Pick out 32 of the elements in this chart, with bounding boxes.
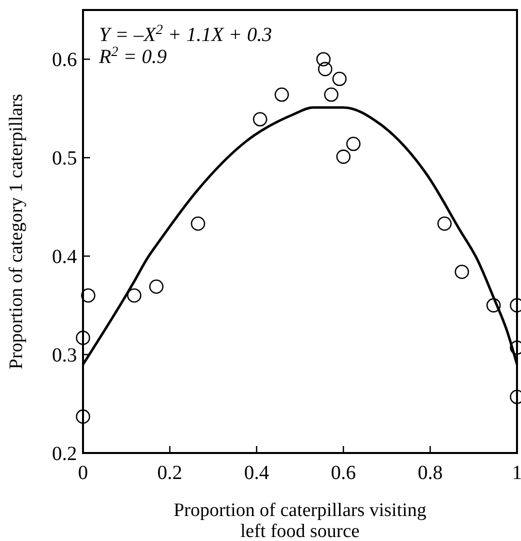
point [437, 216, 452, 231]
point [252, 112, 268, 126]
point [324, 88, 338, 102]
point [76, 409, 90, 424]
point [127, 288, 142, 303]
point [454, 264, 470, 280]
point [486, 298, 501, 312]
point [190, 216, 206, 231]
point [346, 136, 361, 152]
y-axis-title: Proportion of category 1 caterpillars [6, 94, 27, 370]
point [336, 150, 351, 164]
point [149, 279, 164, 294]
annotation: R$^{2}$ = 0.9 [98, 44, 167, 68]
y-tick-label: 0.3 [52, 344, 77, 367]
y-tick-label: 0.4 [52, 246, 77, 268]
y-tick-label: 0.6 [52, 49, 77, 72]
x-tick-label: 0.4 [244, 462, 270, 484]
point [76, 330, 90, 345]
point [81, 288, 96, 303]
point [318, 62, 332, 76]
x-tick-label: 0.2 [157, 462, 182, 484]
y-tick-label: 0.2 [52, 443, 77, 465]
x-tick-label: 0.8 [418, 462, 443, 484]
point [274, 88, 289, 102]
x-tick-label: 0 [78, 462, 88, 484]
x-tick-label: 1 [512, 462, 521, 484]
point [316, 52, 331, 66]
point [332, 72, 347, 86]
y-tick-label: 0.5 [52, 148, 77, 170]
x-tick-label: 0.6 [330, 462, 356, 484]
x-axis-title: Proportion of caterpillars visiting left food source [174, 500, 427, 541]
annotation: Y = –X$^{2}$ + 1.1X + 0.3 [99, 22, 272, 46]
